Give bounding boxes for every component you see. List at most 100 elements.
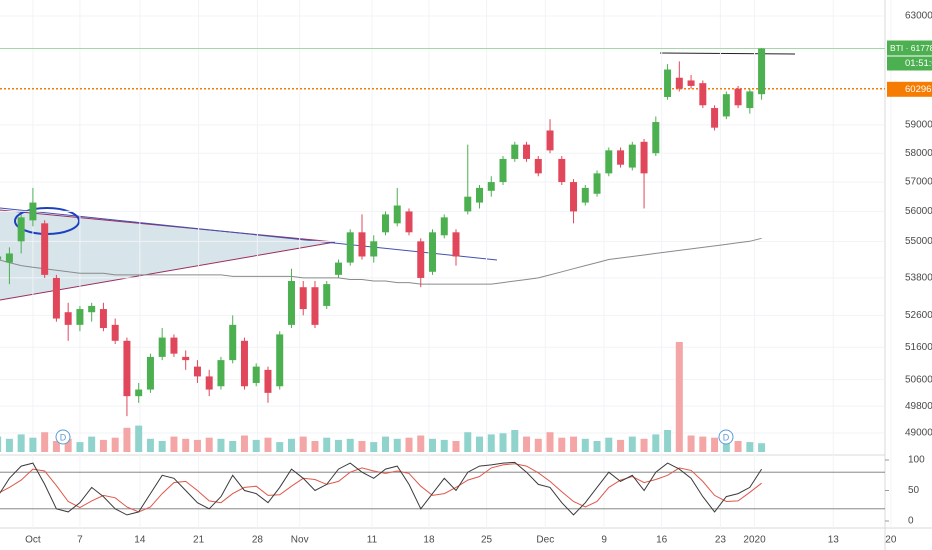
candle-body	[699, 83, 707, 106]
level-badge-label: 60296	[905, 84, 931, 95]
candle-body	[5, 253, 13, 263]
x-tick-label: 13	[828, 535, 840, 546]
volume-bar	[581, 438, 589, 452]
volume-bar	[252, 439, 260, 452]
volume-bar	[440, 439, 448, 452]
volume-bar	[746, 442, 754, 452]
volume-bar	[76, 442, 84, 452]
y-tick-label: 49800	[905, 401, 932, 412]
x-tick-label: Nov	[291, 535, 309, 546]
candle-body	[617, 150, 625, 165]
x-tick-label: 14	[134, 535, 146, 546]
candle-body	[0, 256, 2, 260]
candle-body	[64, 312, 72, 325]
candle-body	[711, 108, 719, 128]
volume-bar	[429, 438, 437, 452]
candle-body	[276, 334, 284, 387]
volume-bar	[758, 443, 766, 452]
volume-bar	[417, 435, 425, 452]
grid	[0, 0, 892, 528]
volume-bar	[5, 438, 13, 452]
volume-bar	[182, 438, 190, 452]
resistance-line	[659, 52, 796, 55]
x-tick-label: 11	[367, 535, 378, 546]
candle-body	[41, 223, 49, 275]
volume-bar	[311, 441, 319, 452]
x-tick-label: 28	[252, 535, 264, 546]
candle-body	[429, 232, 437, 272]
dividend-label: D	[60, 432, 67, 442]
candle-body	[675, 77, 683, 89]
candle-body	[511, 144, 519, 159]
y-tick-label: 50600	[905, 374, 932, 385]
y-tick-label: 59000	[905, 119, 932, 130]
volume-bar	[523, 436, 531, 452]
candle-body	[534, 158, 542, 174]
volume-bar	[358, 441, 366, 452]
candle-body	[99, 309, 107, 329]
volume-bar	[664, 430, 672, 452]
volume-bar	[64, 438, 72, 452]
candle-body	[123, 340, 131, 397]
volume-bar	[487, 434, 495, 452]
stoch-tick-label: 0	[908, 516, 914, 527]
candle-body	[558, 158, 566, 183]
candle-body	[664, 69, 672, 97]
level-badge	[887, 81, 932, 97]
price-badge-label: BTI · 61778	[890, 43, 932, 53]
candle-body	[346, 232, 354, 263]
volume-bar	[687, 435, 695, 452]
candle-body	[593, 173, 601, 194]
candle-body	[88, 305, 96, 313]
volume-bar	[146, 438, 154, 452]
y-tick-label: 53800	[905, 273, 932, 284]
volume-bar	[217, 438, 225, 452]
candle-body	[499, 158, 507, 183]
dividend-marker	[718, 429, 734, 445]
dividend-label: D	[723, 432, 730, 442]
x-tick-label: Dec	[536, 535, 554, 546]
volume-bar	[640, 438, 648, 452]
candle-body	[405, 211, 413, 233]
candle-body	[193, 366, 201, 377]
y-tick-label: 58000	[905, 148, 932, 159]
volume-bar	[123, 427, 131, 452]
x-tick-label: 21	[193, 535, 205, 546]
volume-bar	[381, 436, 389, 452]
candle-body	[758, 48, 766, 95]
volume-bar	[722, 438, 730, 452]
candle-body	[135, 389, 143, 397]
candle-body	[734, 88, 742, 106]
candle-body	[170, 337, 178, 354]
stoch-k-line	[0, 461, 763, 516]
candle-body	[393, 205, 401, 224]
candle-body	[29, 202, 37, 221]
candle-body	[746, 91, 754, 109]
candle-body	[652, 122, 660, 154]
x-tick-label: 9	[601, 535, 607, 546]
volume-bar	[99, 439, 107, 452]
volume-bar	[711, 437, 719, 452]
time-badge	[887, 56, 932, 71]
candle-body	[264, 369, 272, 393]
volume-bar	[570, 436, 578, 452]
candle-body	[217, 360, 225, 387]
volume-bar	[546, 432, 554, 452]
volume-bar	[628, 436, 636, 452]
volume-bar	[499, 433, 507, 452]
x-tick-label: 23	[715, 535, 727, 546]
volume-bar	[558, 437, 566, 452]
volume-bar	[652, 434, 660, 452]
volume-bar	[593, 441, 601, 452]
y-tick-label: 55000	[905, 236, 932, 247]
candle-body	[440, 217, 448, 236]
volume-bar	[734, 441, 742, 452]
x-tick-label: 2020	[743, 535, 766, 546]
candle-body	[182, 356, 190, 361]
volume-bar	[264, 437, 272, 452]
volume-bar	[17, 434, 25, 452]
candle-body	[358, 232, 366, 257]
candle-body	[299, 287, 307, 310]
candle-body	[229, 324, 237, 361]
